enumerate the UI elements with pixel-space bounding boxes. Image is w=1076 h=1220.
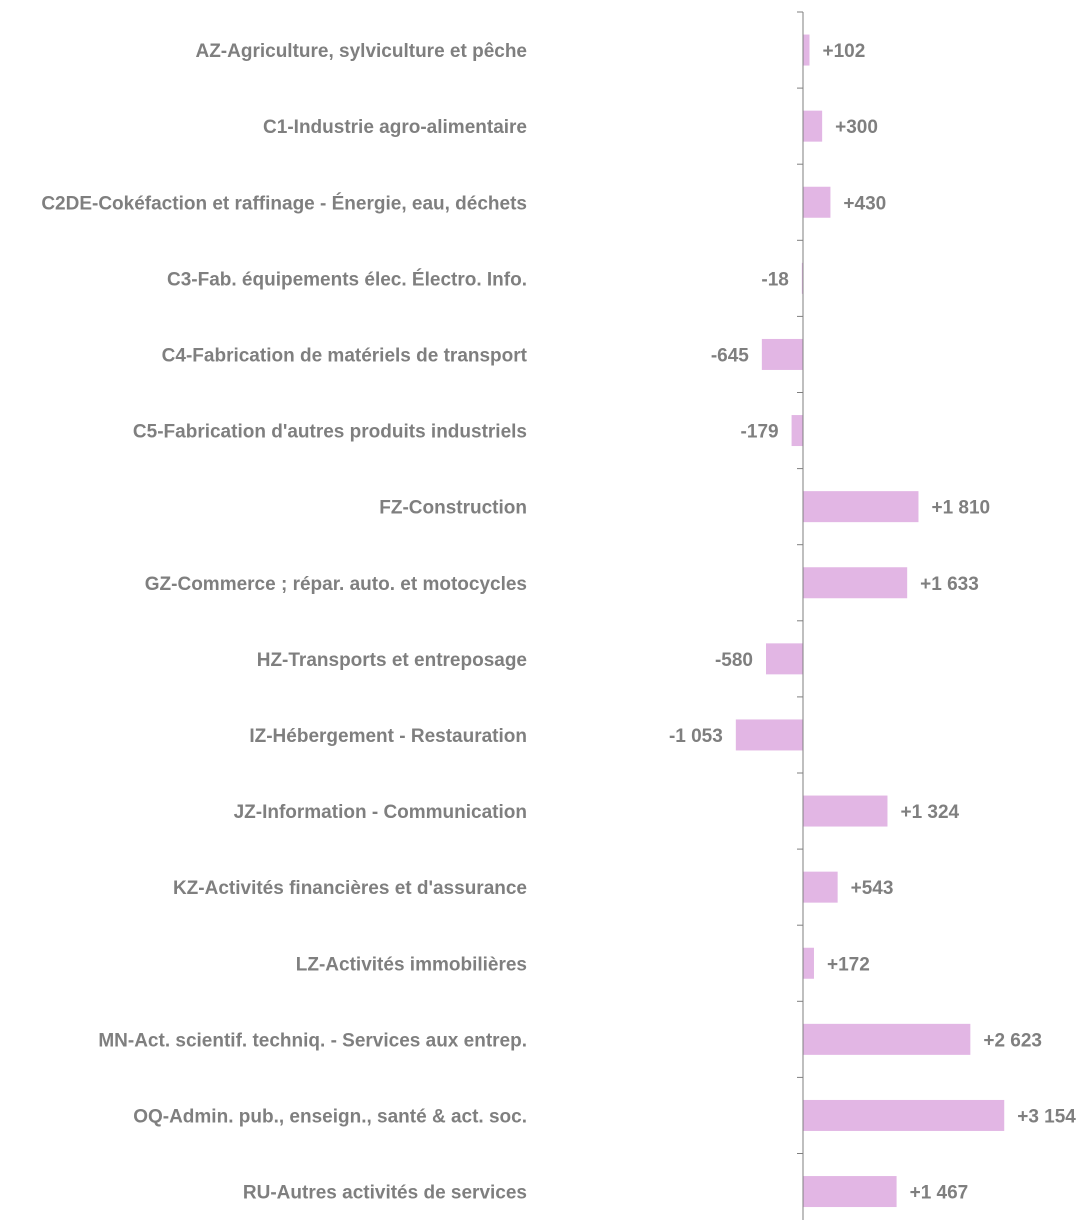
labels-layer: AZ-Agriculture, sylviculture et pêche +10… <box>41 41 1076 1204</box>
category-label: IZ-Hébergement - Restauration <box>249 726 527 747</box>
data-label: +430 <box>843 193 886 214</box>
category-label: MN-Act. scientif. techniq. - Services au… <box>98 1030 527 1051</box>
data-label: -645 <box>711 345 749 366</box>
category-label: AZ-Agriculture, sylviculture et pêche <box>195 41 527 62</box>
bar <box>803 1023 971 1055</box>
bar <box>803 947 814 979</box>
data-label: +1 633 <box>920 574 979 595</box>
bar <box>761 338 803 370</box>
bar <box>803 1099 1005 1131</box>
category-label: LZ-Activités immobilières <box>296 954 527 975</box>
category-label: JZ-Information - Communication <box>234 802 527 823</box>
bar <box>791 415 803 447</box>
data-label: +1 467 <box>910 1183 969 1204</box>
category-label: FZ-Construction <box>379 498 527 519</box>
category-label: C5-Fabrication d'autres produits industr… <box>133 422 527 443</box>
bar <box>803 1176 897 1208</box>
bar <box>803 34 810 66</box>
data-label: -1 053 <box>669 726 723 747</box>
bar <box>803 491 919 523</box>
category-label: GZ-Commerce ; répar. auto. et motocycles <box>145 574 527 595</box>
category-label: RU-Autres activités de services <box>243 1183 527 1204</box>
data-label: -580 <box>715 650 753 671</box>
category-label: HZ-Transports et entreposage <box>257 650 527 671</box>
data-label: +300 <box>835 117 878 138</box>
data-label: +1 810 <box>931 498 990 519</box>
category-label: C3-Fab. équipements élec. Électro. Info. <box>167 268 527 290</box>
bar <box>801 262 803 294</box>
data-label: +3 154 <box>1017 1106 1076 1127</box>
data-label: -179 <box>741 422 779 443</box>
data-label: +2 623 <box>983 1030 1042 1051</box>
bar <box>803 795 888 827</box>
bar <box>765 643 803 675</box>
category-label: OQ-Admin. pub., enseign., santé & act. s… <box>133 1106 527 1127</box>
category-label: C4-Fabrication de matériels de transport <box>162 345 528 366</box>
bar <box>803 110 823 142</box>
axis-layer <box>797 11 804 1220</box>
bar <box>803 871 838 903</box>
bars-layer <box>735 34 1005 1208</box>
bar <box>735 719 803 751</box>
bar <box>803 186 831 218</box>
data-label: +1 324 <box>900 802 959 823</box>
data-label: +543 <box>851 878 894 899</box>
category-label: C2DE-Cokéfaction et raffinage - Énergie,… <box>41 192 527 214</box>
data-label: +172 <box>827 954 870 975</box>
data-label: +102 <box>823 41 866 62</box>
bar <box>803 567 908 599</box>
data-label: -18 <box>761 269 788 290</box>
category-label: C1-Industrie agro-alimentaire <box>263 117 527 138</box>
category-label: KZ-Activités financières et d'assurance <box>173 878 527 899</box>
